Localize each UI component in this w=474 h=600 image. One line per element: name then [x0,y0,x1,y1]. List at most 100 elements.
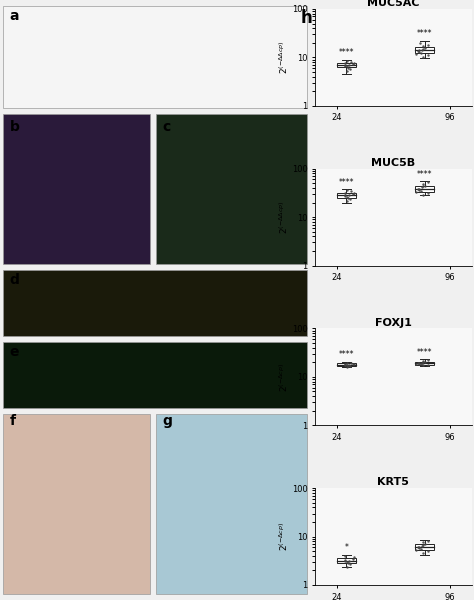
Point [416,542,423,551]
Title: MUC5AC: MUC5AC [367,0,419,8]
Point [347,358,355,368]
Text: ****: **** [417,348,432,357]
Point [419,41,427,51]
FancyBboxPatch shape [3,6,307,108]
Point [421,43,429,52]
Point [345,191,353,200]
Point [349,554,357,563]
Point [341,556,349,566]
Point [418,48,425,58]
Title: KRT5: KRT5 [377,478,410,487]
Point [412,187,420,197]
Point [424,536,432,545]
Point [351,553,358,562]
Point [421,357,429,367]
Point [424,355,432,365]
Point [419,179,427,189]
Point [419,182,427,191]
Bar [337,364,356,366]
Point [421,539,429,548]
Text: h: h [301,9,313,27]
Point [418,45,426,55]
Point [425,188,432,198]
Text: e: e [9,345,19,359]
FancyBboxPatch shape [3,270,307,336]
Point [342,555,349,565]
Point [415,359,422,368]
Point [344,362,351,371]
Point [414,359,421,368]
Point [419,540,427,550]
Point [415,47,422,56]
Text: f: f [9,414,15,428]
Point [419,548,427,558]
Point [341,359,348,368]
Bar [415,47,434,53]
Point [414,184,421,194]
Point [418,182,426,192]
Point [418,541,426,550]
Point [412,49,420,58]
Point [418,359,425,369]
Point [347,57,355,67]
Point [344,557,351,567]
Point [344,361,351,370]
Point [346,559,354,569]
Point [341,61,349,70]
Point [419,356,427,366]
FancyBboxPatch shape [156,414,307,594]
Bar [415,362,434,365]
Text: ****: **** [339,350,354,359]
Point [341,191,349,201]
Point [412,359,420,369]
Point [345,556,353,565]
Point [347,187,355,196]
Point [418,358,426,368]
Point [414,46,421,56]
Point [345,558,352,568]
Point [419,358,427,367]
Point [345,193,352,203]
Point [419,537,427,547]
Point [416,38,423,47]
Point [344,562,351,571]
Point [351,188,358,198]
Bar [415,544,434,550]
Point [345,360,353,370]
Point [419,44,427,53]
Point [341,361,349,370]
Text: b: b [9,120,19,134]
Y-axis label: $2^{(-\Delta cp)}$: $2^{(-\Delta cp)}$ [278,522,291,551]
Point [345,361,352,371]
Point [342,60,349,70]
Text: c: c [163,120,171,134]
Point [346,361,354,371]
Point [415,185,422,194]
Text: ****: **** [339,178,354,187]
Text: g: g [163,414,173,428]
Point [344,62,351,71]
Text: *: * [345,544,348,553]
Point [343,185,351,195]
Bar [337,193,356,198]
Y-axis label: $2^{(-\Delta\Delta cp)}$: $2^{(-\Delta\Delta cp)}$ [278,41,291,74]
Point [416,184,423,193]
Point [416,358,423,368]
Point [416,46,423,55]
FancyBboxPatch shape [3,414,150,594]
Text: ****: **** [339,48,354,57]
FancyBboxPatch shape [3,114,150,264]
Point [419,190,427,200]
Point [341,551,348,560]
FancyBboxPatch shape [156,114,307,264]
Point [344,192,351,202]
Point [349,59,357,69]
Bar [415,186,434,192]
Point [346,64,354,74]
Point [424,178,432,187]
Y-axis label: $2^{(-\Delta\Delta cp)}$: $2^{(-\Delta\Delta cp)}$ [278,200,291,234]
Point [349,189,357,199]
Point [345,60,353,70]
Title: FOXJ1: FOXJ1 [375,317,412,328]
Bar [337,62,356,67]
